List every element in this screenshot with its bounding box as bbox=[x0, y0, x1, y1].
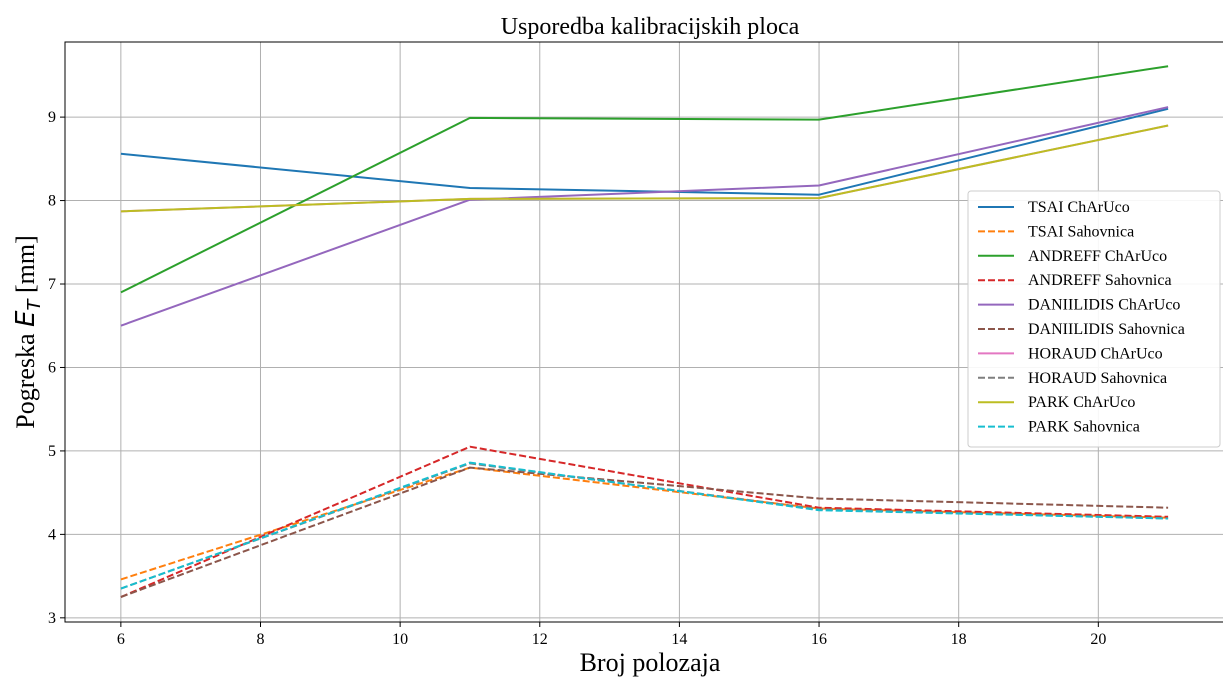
series-line bbox=[120, 445, 1169, 598]
y-axis-label-prefix: Pogreska bbox=[11, 327, 40, 429]
x-tick-label: 20 bbox=[1090, 631, 1106, 648]
legend-entry: DANIILIDIS Sahovnica bbox=[1028, 321, 1185, 338]
y-tick-label: 6 bbox=[48, 359, 56, 376]
y-axis: 3 4 5 6 7 8 9 bbox=[48, 109, 65, 627]
legend-entry: TSAI Sahovnica bbox=[1028, 223, 1134, 240]
y-axis-label-subscript: T bbox=[24, 298, 45, 311]
series-line bbox=[120, 106, 1169, 327]
y-tick-label: 3 bbox=[48, 610, 56, 627]
y-axis-label-unit: [mm] bbox=[11, 235, 40, 299]
x-tick-label: 18 bbox=[951, 631, 967, 648]
legend-entry: PARK ChArUco bbox=[1028, 394, 1135, 411]
legend-entry: PARK Sahovnica bbox=[1028, 419, 1140, 436]
x-axis: 6 8 10 12 14 16 18 20 bbox=[117, 622, 1106, 648]
plot-frame bbox=[64, 41, 1223, 623]
legend-entry: DANIILIDIS ChArUco bbox=[1028, 297, 1180, 314]
y-tick-label: 4 bbox=[48, 526, 56, 543]
y-tick-label: 8 bbox=[48, 193, 56, 210]
series-line bbox=[120, 466, 1169, 598]
legend-frame bbox=[967, 190, 1221, 448]
legend-entry: TSAI ChArUco bbox=[1028, 199, 1130, 216]
x-axis-label: Broj polozaja bbox=[580, 648, 721, 677]
series-line bbox=[120, 461, 1169, 590]
x-tick-label: 16 bbox=[811, 631, 827, 648]
x-tick-label: 12 bbox=[532, 631, 548, 648]
x-tick-label: 10 bbox=[392, 631, 408, 648]
x-tick-label: 6 bbox=[117, 631, 125, 648]
legend-entry: HORAUD Sahovnica bbox=[1028, 370, 1167, 387]
series-line bbox=[120, 466, 1169, 581]
legend-entry: HORAUD ChArUco bbox=[1028, 345, 1163, 362]
series-line bbox=[120, 124, 1169, 213]
x-tick-label: 8 bbox=[256, 631, 264, 648]
chart-title: Usporedba kalibracijskih ploca bbox=[501, 14, 800, 40]
y-tick-label: 9 bbox=[48, 109, 56, 126]
legend: TSAI ChArUco TSAI Sahovnica ANDREFF ChArUc… bbox=[967, 190, 1221, 448]
series-lines bbox=[120, 65, 1169, 598]
y-axis-label-symbol: E bbox=[11, 310, 41, 327]
legend-entry: ANDREFF ChArUco bbox=[1028, 248, 1167, 265]
y-tick-label: 7 bbox=[48, 276, 56, 293]
series-line bbox=[120, 107, 1169, 196]
y-tick-label: 5 bbox=[48, 443, 56, 460]
y-axis-label: Pogreska ET [mm] bbox=[11, 235, 45, 429]
series-line bbox=[120, 462, 1169, 590]
x-tick-label: 14 bbox=[671, 631, 687, 648]
legend-entry: ANDREFF Sahovnica bbox=[1028, 272, 1172, 289]
